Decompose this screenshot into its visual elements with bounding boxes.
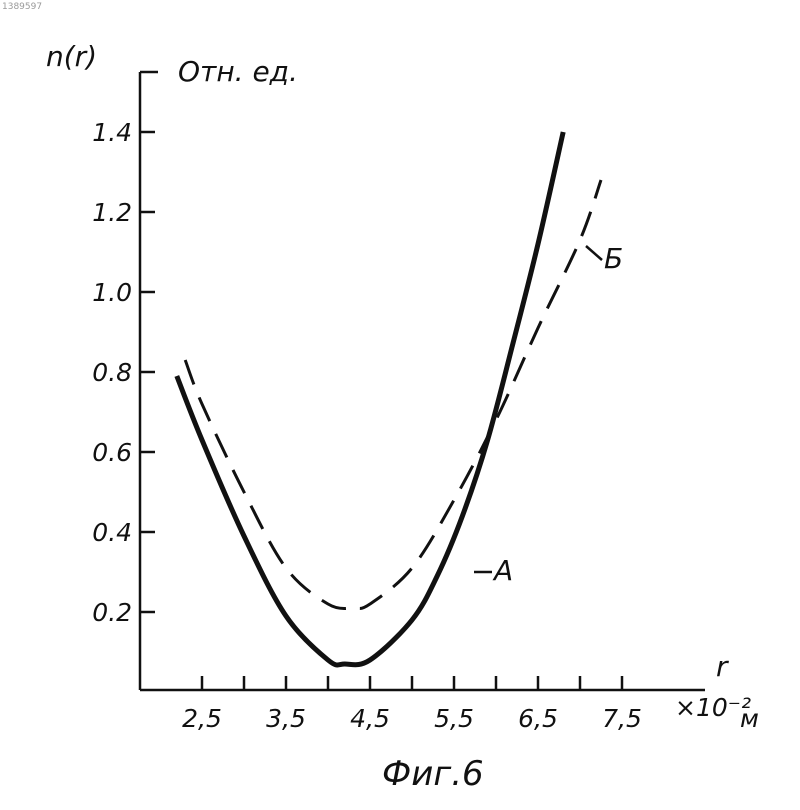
y-tick-label: 0.2 xyxy=(92,598,132,627)
y-tick-label: 1.4 xyxy=(92,118,132,147)
x-axis-label: r xyxy=(716,650,729,683)
y-ticks: 0.2 0.4 0.6 0.8 1.0 1.2 1.4 xyxy=(92,118,155,627)
series-group xyxy=(177,132,601,665)
series-b-label: Б xyxy=(604,242,623,275)
x-tick-label: 6,5 xyxy=(518,704,558,733)
y-axis-unit: Отн. ед. xyxy=(178,55,298,88)
series-b-leader xyxy=(586,246,602,260)
y-axis-label: n(r) xyxy=(46,40,97,73)
x-tick-label: 7,5 xyxy=(602,704,642,733)
x-tick-label: 2,5 xyxy=(182,704,222,733)
x-tick-label: 4,5 xyxy=(350,704,390,733)
figure-caption: Фиг.6 xyxy=(382,754,484,794)
y-tick-label: 0.6 xyxy=(92,438,132,467)
y-tick-label: 0.4 xyxy=(92,518,132,547)
x-tick-label: 5,5 xyxy=(434,704,474,733)
y-tick-label: 1.0 xyxy=(92,278,132,307)
x-axis-unit: м xyxy=(740,704,759,733)
x-tick-label: 3,5 xyxy=(266,704,306,733)
series-a-label: A xyxy=(492,554,513,587)
x-ticks: 2,5 3,5 4,5 5,5 6,5 7,5 xyxy=(182,676,642,733)
page-number: 1389597 xyxy=(2,2,42,12)
y-tick-label: 0.8 xyxy=(92,358,132,387)
y-tick-label: 1.2 xyxy=(92,198,132,227)
